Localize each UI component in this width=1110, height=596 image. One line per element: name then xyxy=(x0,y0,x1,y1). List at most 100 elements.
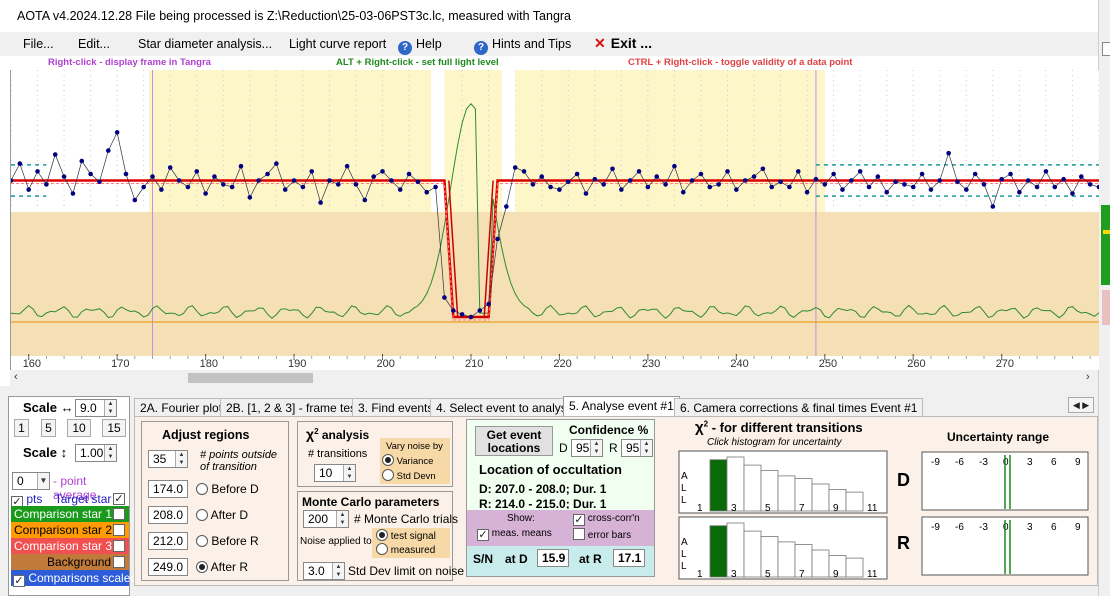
tab-fourier[interactable]: 2A. Fourier plot xyxy=(134,398,229,416)
before-d-option[interactable]: Before D xyxy=(196,482,259,496)
legend-comp3-row[interactable]: Comparison star 3 xyxy=(11,538,129,554)
quick-scale-15-button[interactable]: 15 xyxy=(102,419,126,437)
measured-option[interactable]: measured xyxy=(376,543,435,556)
scroll-left-arrow[interactable]: ‹ xyxy=(14,371,18,383)
hint-bar: Right-click - display frame in Tangra AL… xyxy=(0,56,1098,70)
measured-radio[interactable] xyxy=(376,543,388,555)
legend-background-row[interactable]: Background xyxy=(11,554,129,570)
tab-analyse-event[interactable]: 5. Analyse event #1 xyxy=(563,396,680,417)
before-r-option[interactable]: Before R xyxy=(196,534,259,548)
before-d-radio[interactable] xyxy=(196,483,208,495)
tab-scroll-arrows[interactable]: ◀ ▶ xyxy=(1068,397,1094,413)
legend-comparisons-scaled-row[interactable]: ✓ Comparisons scaled xyxy=(11,570,137,587)
tab-select-event[interactable]: 4. Select event to analyse xyxy=(430,398,580,416)
after-r-field[interactable]: 249.0 xyxy=(148,558,188,576)
legend-comp1-row[interactable]: Comparison star 1 xyxy=(11,506,129,522)
get-event-locations-button[interactable]: Get event locations xyxy=(475,426,553,456)
error-bars-option[interactable]: error bars xyxy=(573,528,631,541)
comp1-checkbox[interactable] xyxy=(113,508,125,520)
meas-means-checkbox[interactable]: ✓ xyxy=(477,529,489,541)
vary-noise-box: Vary noise by Variance Std Devn xyxy=(380,438,450,484)
menu-edit[interactable]: Edit... xyxy=(78,37,110,51)
cross-corr-option[interactable]: ✓ cross-corr'n xyxy=(573,513,640,526)
comp2-checkbox[interactable] xyxy=(113,524,125,536)
tab-camera-corrections[interactable]: 6. Camera corrections & final times Even… xyxy=(674,398,924,416)
before-r-label: Before R xyxy=(211,534,259,548)
std-devn-option[interactable]: Std Devn xyxy=(382,469,436,482)
plot-scrollbar[interactable]: ‹ › xyxy=(10,370,1098,386)
variance-option[interactable]: Variance xyxy=(382,454,433,467)
legend-target-row[interactable]: ✓ pts Target star ✓ xyxy=(11,491,129,508)
variance-radio[interactable] xyxy=(382,454,394,466)
after-r-option[interactable]: After R xyxy=(196,560,248,574)
spin-arrows-icon[interactable]: ▲ ▼ xyxy=(336,511,348,527)
background-checkbox[interactable] xyxy=(113,556,125,568)
legend-comp2-row[interactable]: Comparison star 2 xyxy=(11,522,129,538)
menu-hints[interactable]: ? Hints and Tips xyxy=(474,37,571,55)
spin-arrows-icon[interactable]: ▲ ▼ xyxy=(590,440,602,456)
after-r-radio[interactable] xyxy=(196,561,208,573)
chevron-down-icon[interactable]: ▼ xyxy=(37,473,49,489)
spin-arrows-icon[interactable]: ▲ ▼ xyxy=(104,445,116,461)
before-r-radio[interactable] xyxy=(196,535,208,547)
error-bars-label: error bars xyxy=(587,530,632,541)
menu-star-diameter[interactable]: Star diameter analysis... xyxy=(138,37,273,51)
data-point xyxy=(1070,191,1075,196)
monte-carlo-trials-stepper[interactable]: 200 ▲ ▼ xyxy=(303,510,349,528)
scale-horizontal-stepper[interactable]: 9.0 ▲ ▼ xyxy=(75,399,117,417)
scroll-thumb[interactable] xyxy=(188,373,313,383)
after-d-field[interactable]: 208.0 xyxy=(148,506,188,524)
confidence-r-stepper[interactable]: 95 ▲ ▼ xyxy=(621,439,653,457)
histogram-x-label: 3 xyxy=(731,503,737,514)
uncertainty-tick-label: -6 xyxy=(955,522,964,533)
before-d-field[interactable]: 174.0 xyxy=(148,480,188,498)
quick-scale-5-button[interactable]: 5 xyxy=(41,419,56,437)
after-d-option[interactable]: After D xyxy=(196,508,248,522)
test-signal-option[interactable]: test signal xyxy=(376,529,436,542)
comparisons-scaled-checkbox[interactable]: ✓ xyxy=(13,575,25,587)
scroll-right-arrow[interactable]: › xyxy=(1086,371,1090,383)
tab-frame-test[interactable]: 2B. [1, 2 & 3] - frame test xyxy=(220,398,366,416)
x-tick-label: 260 xyxy=(907,358,925,370)
error-bars-checkbox[interactable] xyxy=(573,528,585,540)
test-signal-radio[interactable] xyxy=(376,529,388,541)
data-point xyxy=(318,200,323,205)
variance-label: Variance xyxy=(396,456,434,467)
quick-scale-1-button[interactable]: 1 xyxy=(14,419,29,437)
target-star-checkbox[interactable]: ✓ xyxy=(113,493,125,505)
data-point xyxy=(17,161,23,166)
spin-arrows-icon[interactable]: ▲ ▼ xyxy=(104,400,116,416)
menu-file[interactable]: File... xyxy=(23,37,54,51)
light-curve-plot[interactable]: 160 170 180 190 200 210 220 230 240 250 260 270 xyxy=(10,70,1099,370)
data-point xyxy=(247,195,253,200)
x-tick-label: 160 xyxy=(23,358,41,370)
confidence-d-stepper[interactable]: 95 ▲ ▼ xyxy=(571,439,603,457)
quick-scale-10-button[interactable]: 10 xyxy=(67,419,91,437)
light-curve-svg[interactable]: 160 170 180 190 200 210 220 230 240 250 260 270 xyxy=(11,70,1099,370)
scale-vertical-stepper[interactable]: 1.00 ▲ ▼ xyxy=(75,444,117,462)
spin-arrows-icon[interactable]: ▲ ▼ xyxy=(640,440,652,456)
histogram-x-label: 5 xyxy=(765,569,771,580)
histogram-bar xyxy=(743,530,762,578)
data-points xyxy=(11,130,1099,320)
before-r-field[interactable]: 212.0 xyxy=(148,532,188,550)
after-d-radio[interactable] xyxy=(196,509,208,521)
tab-find-events[interactable]: 3. Find events xyxy=(352,398,440,416)
std-devn-radio[interactable] xyxy=(382,469,394,481)
cross-corr-checkbox[interactable]: ✓ xyxy=(573,514,585,526)
meas-means-option[interactable]: ✓ meas. means xyxy=(477,528,552,541)
chi2-histograms[interactable]: 1 3 5 7 9 11 1 3 5 7 9 11 A L L A L L xyxy=(675,447,905,587)
std-dev-limit-stepper[interactable]: 3.0 ▲ ▼ xyxy=(303,562,345,580)
spin-arrows-icon[interactable]: ▲ ▼ xyxy=(343,465,355,481)
menu-help[interactable]: ? Help xyxy=(398,37,442,55)
transitions-stepper[interactable]: 10 ▲ ▼ xyxy=(314,464,356,482)
menu-light-curve-report[interactable]: Light curve report xyxy=(289,37,387,51)
spin-arrows-icon[interactable]: ▲ ▼ xyxy=(175,451,187,467)
comp3-checkbox[interactable] xyxy=(113,540,125,552)
menu-exit[interactable]: ✕ Exit ... xyxy=(594,35,652,52)
data-point xyxy=(450,308,456,313)
points-outside-stepper[interactable]: 35 ▲ ▼ xyxy=(148,450,188,468)
spin-arrows-icon[interactable]: ▲ ▼ xyxy=(332,563,344,579)
event-location-group: Get event locations Confidence % D 95 ▲ ▼ … xyxy=(466,419,655,577)
point-average-dropdown[interactable]: 0 ▼ xyxy=(12,472,50,490)
